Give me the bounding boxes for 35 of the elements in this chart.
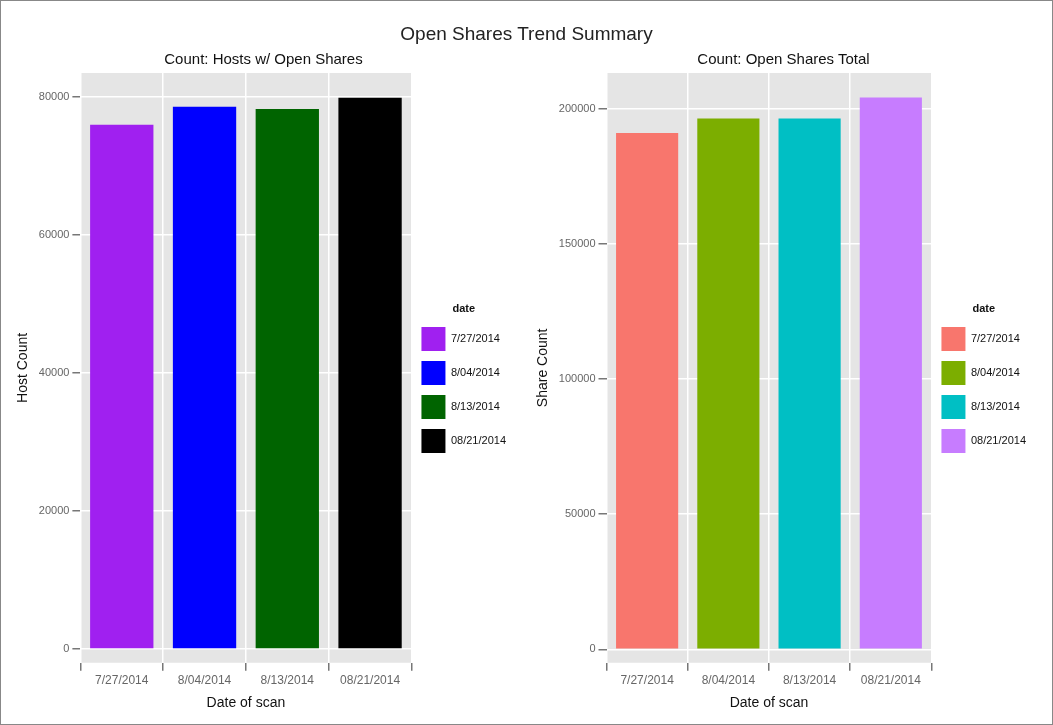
y-tick-label: 0 bbox=[589, 642, 596, 655]
legend-label: 08/21/2014 bbox=[450, 434, 507, 447]
x-tick-label: 08/21/2014 bbox=[340, 673, 401, 688]
x-tick-label: 08/21/2014 bbox=[860, 673, 922, 688]
x-tick-label: 7/27/2014 bbox=[620, 673, 675, 688]
y-axis-title: Host Count bbox=[14, 332, 31, 403]
chart-title: Count: Hosts w/ Open Shares bbox=[164, 50, 363, 68]
legend-label: 8/04/2014 bbox=[970, 366, 1020, 379]
legend-title: date bbox=[452, 302, 476, 315]
legend-title: date bbox=[972, 302, 996, 315]
y-tick-label: 80000 bbox=[38, 89, 70, 102]
legend-label: 7/27/2014 bbox=[970, 332, 1020, 345]
y-tick-label: 60000 bbox=[38, 227, 70, 240]
y-tick-label: 100000 bbox=[558, 372, 596, 385]
y-tick-label: 40000 bbox=[38, 365, 70, 378]
x-tick-label: 8/04/2014 bbox=[701, 673, 756, 688]
chart-title: Count: Open Shares Total bbox=[697, 50, 870, 68]
x-tick-label: 8/13/2014 bbox=[260, 673, 315, 688]
x-tick-label: 8/04/2014 bbox=[177, 673, 232, 688]
legend-label: 8/13/2014 bbox=[450, 400, 500, 413]
legend-label: 08/21/2014 bbox=[970, 434, 1027, 447]
x-tick-label: 8/13/2014 bbox=[782, 673, 837, 688]
y-tick-label: 20000 bbox=[38, 503, 70, 516]
legend-label: 8/04/2014 bbox=[450, 366, 500, 379]
x-axis-title: Date of scan bbox=[729, 694, 809, 711]
y-tick-label: 50000 bbox=[564, 507, 596, 520]
y-axis-title: Share Count bbox=[534, 328, 551, 408]
x-axis-title: Date of scan bbox=[206, 694, 286, 711]
legend-label: 8/13/2014 bbox=[970, 400, 1020, 413]
y-tick-label: 200000 bbox=[558, 101, 596, 114]
text: Open Shares Trend Summary bbox=[399, 23, 654, 45]
x-tick-label: 7/27/2014 bbox=[95, 673, 149, 688]
y-tick-label: 0 bbox=[63, 642, 70, 655]
legend-label: 7/27/2014 bbox=[450, 332, 500, 345]
y-tick-label: 150000 bbox=[558, 237, 596, 250]
